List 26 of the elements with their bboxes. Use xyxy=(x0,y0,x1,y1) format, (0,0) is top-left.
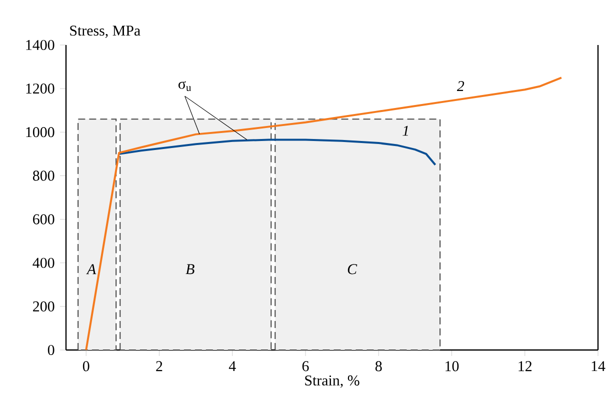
line-series xyxy=(118,138,436,166)
series-label: 2 xyxy=(456,81,464,92)
x-tick-label: 14 xyxy=(592,361,606,372)
y-axis-title: Stress, MPa xyxy=(70,26,140,38)
y-tick-label: 200 xyxy=(33,301,54,312)
series-label: 1 xyxy=(402,126,408,136)
y-tick-label: 0 xyxy=(48,344,54,356)
y-tick-label: 1200 xyxy=(26,84,54,94)
band-label: B xyxy=(186,264,194,274)
y-tick-label: 400 xyxy=(32,258,54,268)
x-tick-label: 6 xyxy=(302,361,309,372)
x-tick-label: 4 xyxy=(228,361,236,372)
annotation: σ$_{u}$ xyxy=(178,81,192,92)
band-label: A xyxy=(86,264,96,274)
x-tick-label: 0 xyxy=(82,361,90,372)
x-axis-title: Strain, % xyxy=(305,375,360,388)
x-tick-label: 8 xyxy=(375,361,382,372)
x-tick-label: 12 xyxy=(518,361,532,372)
x-tick-label: 2 xyxy=(156,361,162,372)
y-tick-label: 1400 xyxy=(26,40,54,50)
line-series xyxy=(85,76,562,351)
y-tick-label: 1000 xyxy=(26,127,54,138)
y-tick-label: 600 xyxy=(33,214,54,224)
y-tick-label: 800 xyxy=(32,170,54,181)
x-tick-label: 10 xyxy=(446,361,459,372)
band-label: C xyxy=(348,264,358,274)
